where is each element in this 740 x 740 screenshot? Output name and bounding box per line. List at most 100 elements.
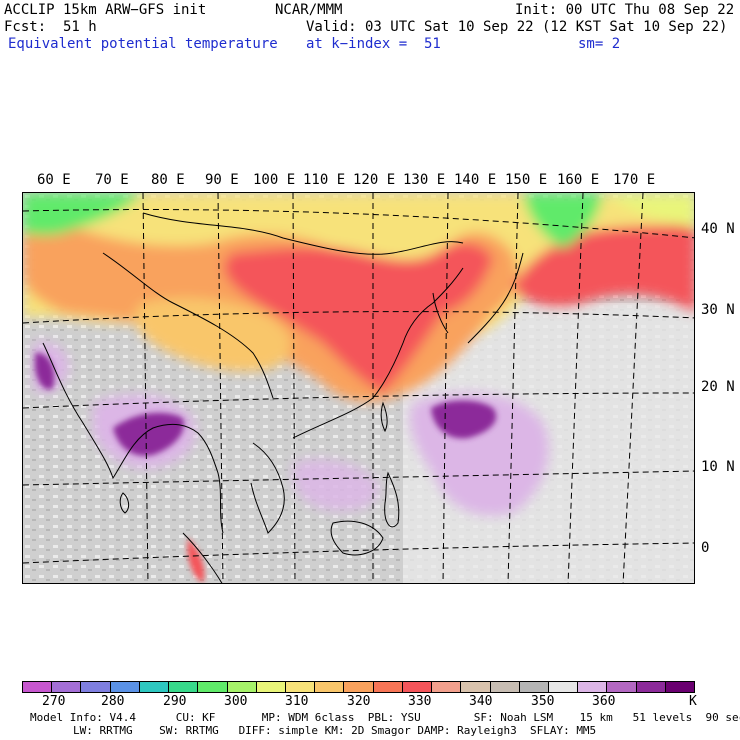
parallel-10n <box>23 470 694 486</box>
meridian <box>442 193 449 583</box>
lon-label: 90 E <box>205 172 239 188</box>
colorbar-tick-label: 290 <box>163 694 187 709</box>
parallel-40n <box>23 209 694 239</box>
colorbar-swatch <box>169 682 199 692</box>
colorbar-tick-label: 300 <box>224 694 248 709</box>
cool-green-ne <box>523 193 603 248</box>
meridian <box>292 193 296 583</box>
center-label: NCAR/MMM <box>275 2 343 18</box>
purple-pacific <box>431 400 497 439</box>
lon-label: 150 E <box>505 172 548 188</box>
colorbar-swatch <box>607 682 637 692</box>
mongolia-border <box>142 212 464 255</box>
colorbar-swatch <box>402 682 433 692</box>
init-time: Init: 00 UTC Thu 08 Sep 22 <box>515 2 735 18</box>
coastlines <box>42 212 524 583</box>
lat-label: 40 N <box>701 221 735 237</box>
map-canvas <box>23 193 694 583</box>
colorbar-swatch <box>548 682 579 692</box>
lat-label: 20 N <box>701 379 735 395</box>
sumatra <box>182 532 223 583</box>
lon-label: 130 E <box>403 172 446 188</box>
meridian <box>507 193 519 583</box>
lon-label: 100 E <box>253 172 296 188</box>
colorbar-tick-label: 320 <box>347 694 371 709</box>
lon-label: 160 E <box>557 172 600 188</box>
colorbar-tick-label: 310 <box>285 694 309 709</box>
china-coast <box>292 267 464 439</box>
colorbar-swatch <box>373 682 403 692</box>
lon-label: 60 E <box>37 172 71 188</box>
field-name: Equivalent potential temperature <box>8 36 278 52</box>
colorbar-swatch <box>81 682 111 692</box>
colorbar-tick-label: 340 <box>469 694 493 709</box>
lon-label: 120 E <box>353 172 396 188</box>
colorbar-swatch <box>665 682 695 692</box>
colorbar-swatch <box>285 682 316 692</box>
colorbar-swatch <box>52 682 82 692</box>
colorbar-swatch <box>519 682 549 692</box>
colorbar-tick-label: 360 <box>592 694 616 709</box>
sri-lanka <box>119 492 130 514</box>
colorbar-swatch <box>23 682 53 692</box>
borneo <box>330 520 384 556</box>
taiwan <box>380 401 388 433</box>
purple-bengal <box>113 412 184 456</box>
colorbar-swatch <box>139 682 170 692</box>
indochina-coast <box>250 442 285 534</box>
smoothing-label: sm= 2 <box>578 36 621 52</box>
cool-green-north <box>23 193 143 236</box>
lon-label: 80 E <box>151 172 185 188</box>
meridian <box>142 193 149 583</box>
colorbar <box>22 681 695 693</box>
level-label: at k−index = 51 <box>306 36 441 52</box>
japan-coast <box>467 252 524 344</box>
colorbar-swatch <box>432 682 462 692</box>
equivalent-potential-temperature-map <box>22 192 695 584</box>
fcst-label: Fcst: <box>4 19 47 35</box>
hot-red-east <box>513 223 694 312</box>
lat-label: 30 N <box>701 302 735 318</box>
yellow-ne <box>603 193 694 228</box>
colorbar-swatch <box>198 682 228 692</box>
graticule <box>23 193 694 583</box>
colorbar-unit: K <box>689 694 697 709</box>
meridian <box>217 193 224 583</box>
lon-label: 110 E <box>303 172 346 188</box>
model-title: ACCLIP 15km ARW−GFS init <box>4 2 207 18</box>
purple-arabian <box>35 352 55 390</box>
hot-core-red <box>224 242 494 393</box>
lat-label: 10 N <box>701 459 735 475</box>
valid-time: Valid: 03 UTC Sat 10 Sep 22 (12 KST Sat … <box>306 19 728 35</box>
china-border <box>102 252 274 399</box>
fcst-value: 51 h <box>63 19 97 35</box>
colorbar-tick-label: 350 <box>531 694 555 709</box>
model-info-line1: Model Info: V4.4 CU: KF MP: WDM 6class P… <box>30 711 740 724</box>
colorbar-swatch <box>256 682 286 692</box>
parallel-30n <box>23 311 694 324</box>
colorbar-swatch <box>344 682 374 692</box>
colorbar-swatch <box>490 682 520 692</box>
meridian <box>567 193 584 583</box>
colorbar-tick-label: 270 <box>42 694 66 709</box>
colorbar-swatch <box>578 682 608 692</box>
lavender-scs <box>292 459 379 512</box>
lat-label: 0 <box>701 540 710 556</box>
lon-label: 170 E <box>613 172 656 188</box>
colorbar-swatch <box>227 682 257 692</box>
parallel-0 <box>23 542 694 564</box>
red-malaysia <box>187 538 205 583</box>
parallel-20n <box>23 392 694 409</box>
colorbar-tick-label: 330 <box>408 694 432 709</box>
meridian <box>622 193 644 583</box>
colorbar-swatch <box>110 682 140 692</box>
lon-label: 70 E <box>95 172 129 188</box>
colorbar-tick-label: 280 <box>101 694 125 709</box>
lon-label: 140 E <box>454 172 497 188</box>
colorbar-swatch <box>461 682 491 692</box>
philippines <box>384 471 400 528</box>
model-info-line2: LW: RRTMG SW: RRTMG DIFF: simple KM: 2D … <box>73 724 597 737</box>
colorbar-swatch <box>636 682 666 692</box>
korea-coast <box>432 292 449 334</box>
colorbar-swatch <box>315 682 345 692</box>
